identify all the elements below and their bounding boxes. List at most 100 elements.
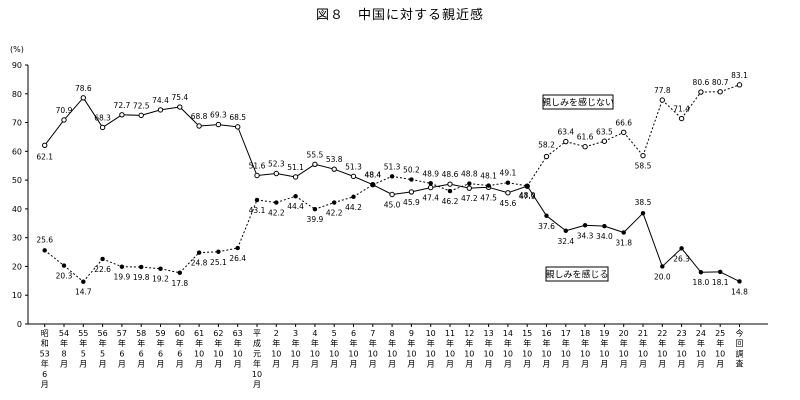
series-feel-segment (719, 271, 740, 282)
data-label-not-feel: 71.4 (673, 105, 690, 114)
series-not-feel-segment (488, 186, 509, 194)
data-label-not-feel: 63.5 (596, 127, 613, 136)
series-not-feel-point (659, 97, 665, 103)
data-label-not-feel: 58.5 (635, 162, 652, 171)
x-tick-label: 56 年 5 月 (98, 329, 108, 369)
x-tick-label: 57 年 6 月 (117, 329, 127, 369)
series-not-feel-segment (720, 84, 740, 93)
y-tick-label: 0 (17, 320, 22, 329)
data-label-feel: 48.8 (461, 170, 478, 179)
x-tick-label: 4 年 10 月 (310, 329, 320, 369)
legend-label-not-feel: 親しみを感じない (542, 97, 614, 109)
data-label-feel: 50.2 (403, 166, 420, 175)
data-label-not-feel: 83.1 (731, 71, 748, 80)
data-label-not-feel: 62.1 (36, 152, 53, 161)
series-feel-segment (218, 247, 238, 253)
data-label-not-feel: 61.6 (577, 133, 594, 142)
y-tick-label: 60 (12, 147, 22, 156)
series-not-feel-segment (681, 91, 702, 119)
series-feel-point (235, 245, 240, 251)
series-feel-point (254, 197, 260, 203)
data-label-not-feel: 80.6 (693, 78, 710, 87)
series-feel-segment (623, 212, 644, 233)
series-feel-segment (392, 175, 412, 181)
series-feel-point (602, 223, 607, 229)
series-not-feel-point (428, 184, 434, 191)
series-not-feel-segment (82, 97, 104, 128)
series-not-feel-point (196, 123, 202, 129)
series-not-feel-segment (449, 183, 470, 189)
series-not-feel-point (408, 189, 415, 195)
data-label-feel: 49.1 (500, 169, 517, 178)
series-feel-segment (681, 248, 702, 273)
series-feel-segment (141, 266, 161, 270)
data-label-not-feel: 68.8 (191, 112, 208, 121)
series-not-feel-segment (604, 131, 624, 142)
series-feel-point (389, 174, 395, 179)
data-label-not-feel: 47.9 (519, 192, 536, 201)
series-feel-segment (199, 251, 219, 254)
series-feel-segment (63, 265, 84, 283)
x-tick-label: 61 年 10 月 (194, 329, 204, 369)
series-not-feel-segment (179, 106, 200, 127)
series-feel-point (293, 193, 298, 199)
y-tick-label: 30 (12, 234, 22, 243)
data-label-feel: 26.4 (229, 254, 246, 263)
x-tick-label: 16 年 10 月 (541, 329, 551, 369)
series-feel-segment (160, 268, 180, 274)
series-feel-point (42, 248, 47, 253)
data-label-not-feel: 75.4 (171, 93, 188, 102)
series-not-feel-point (215, 121, 222, 128)
data-label-feel: 14.7 (75, 288, 92, 297)
series-not-feel-point (235, 124, 241, 130)
data-label-feel: 19.8 (133, 273, 150, 282)
series-not-feel-point (177, 104, 183, 110)
data-label-feel: 25.6 (36, 235, 53, 244)
data-label-not-feel: 45.6 (500, 199, 517, 208)
data-label-not-feel: 69.3 (210, 111, 227, 120)
series-not-feel-point (157, 107, 164, 113)
data-label-feel: 32.4 (557, 237, 574, 246)
series-not-feel-point (466, 185, 472, 191)
data-label-feel: 44.2 (345, 203, 362, 212)
x-tick-label: 平成元年 10 月 (252, 329, 262, 389)
series-feel-point (660, 264, 665, 269)
series-feel-segment (546, 215, 567, 232)
data-label-feel: 48.9 (422, 169, 439, 178)
data-label-not-feel: 66.6 (615, 118, 632, 127)
series-not-feel-segment (584, 140, 605, 148)
series-not-feel-segment (63, 97, 84, 121)
series-feel-segment (82, 258, 103, 283)
legend-label-feel-box (545, 266, 609, 282)
series-not-feel-point (350, 173, 357, 180)
data-label-not-feel: 51.1 (287, 163, 304, 172)
series-feel-point (119, 264, 125, 269)
x-tick-label: 7 年 10 月 (368, 329, 378, 369)
data-label-not-feel: 70.9 (56, 106, 73, 115)
series-not-feel-segment (469, 186, 489, 189)
data-label-not-feel: 68.3 (94, 113, 111, 122)
y-tick-label: 50 (12, 176, 22, 185)
x-tick-label: 23 年 10 月 (677, 329, 687, 369)
series-not-feel-segment (199, 124, 219, 127)
data-label-not-feel: 55.5 (307, 150, 324, 159)
x-tick-label: 63 年 10 月 (233, 329, 243, 369)
series-feel-point (486, 183, 491, 188)
series-feel-segment (449, 183, 470, 192)
series-not-feel-point (543, 153, 550, 160)
x-tick-label: 18 年 10 月 (580, 329, 590, 369)
x-tick-label: 19 年 10 月 (599, 329, 609, 369)
data-label-feel: 34.3 (577, 231, 594, 240)
series-not-feel-point (582, 144, 588, 150)
x-tick-label: 60 年 6 月 (175, 329, 185, 369)
series-not-feel-segment (44, 119, 65, 146)
data-label-feel: 42.2 (268, 209, 285, 218)
series-not-feel-segment (546, 141, 567, 157)
x-tick-label: 62 年 10 月 (213, 329, 223, 369)
data-label-not-feel: 47.5 (480, 193, 497, 202)
x-tick-label: 9 年 10 月 (406, 329, 416, 369)
series-not-feel-point (254, 172, 260, 179)
data-label-feel: 31.8 (615, 238, 632, 247)
data-label-feel: 17.8 (171, 279, 188, 288)
data-label-not-feel: 53.8 (326, 155, 343, 164)
